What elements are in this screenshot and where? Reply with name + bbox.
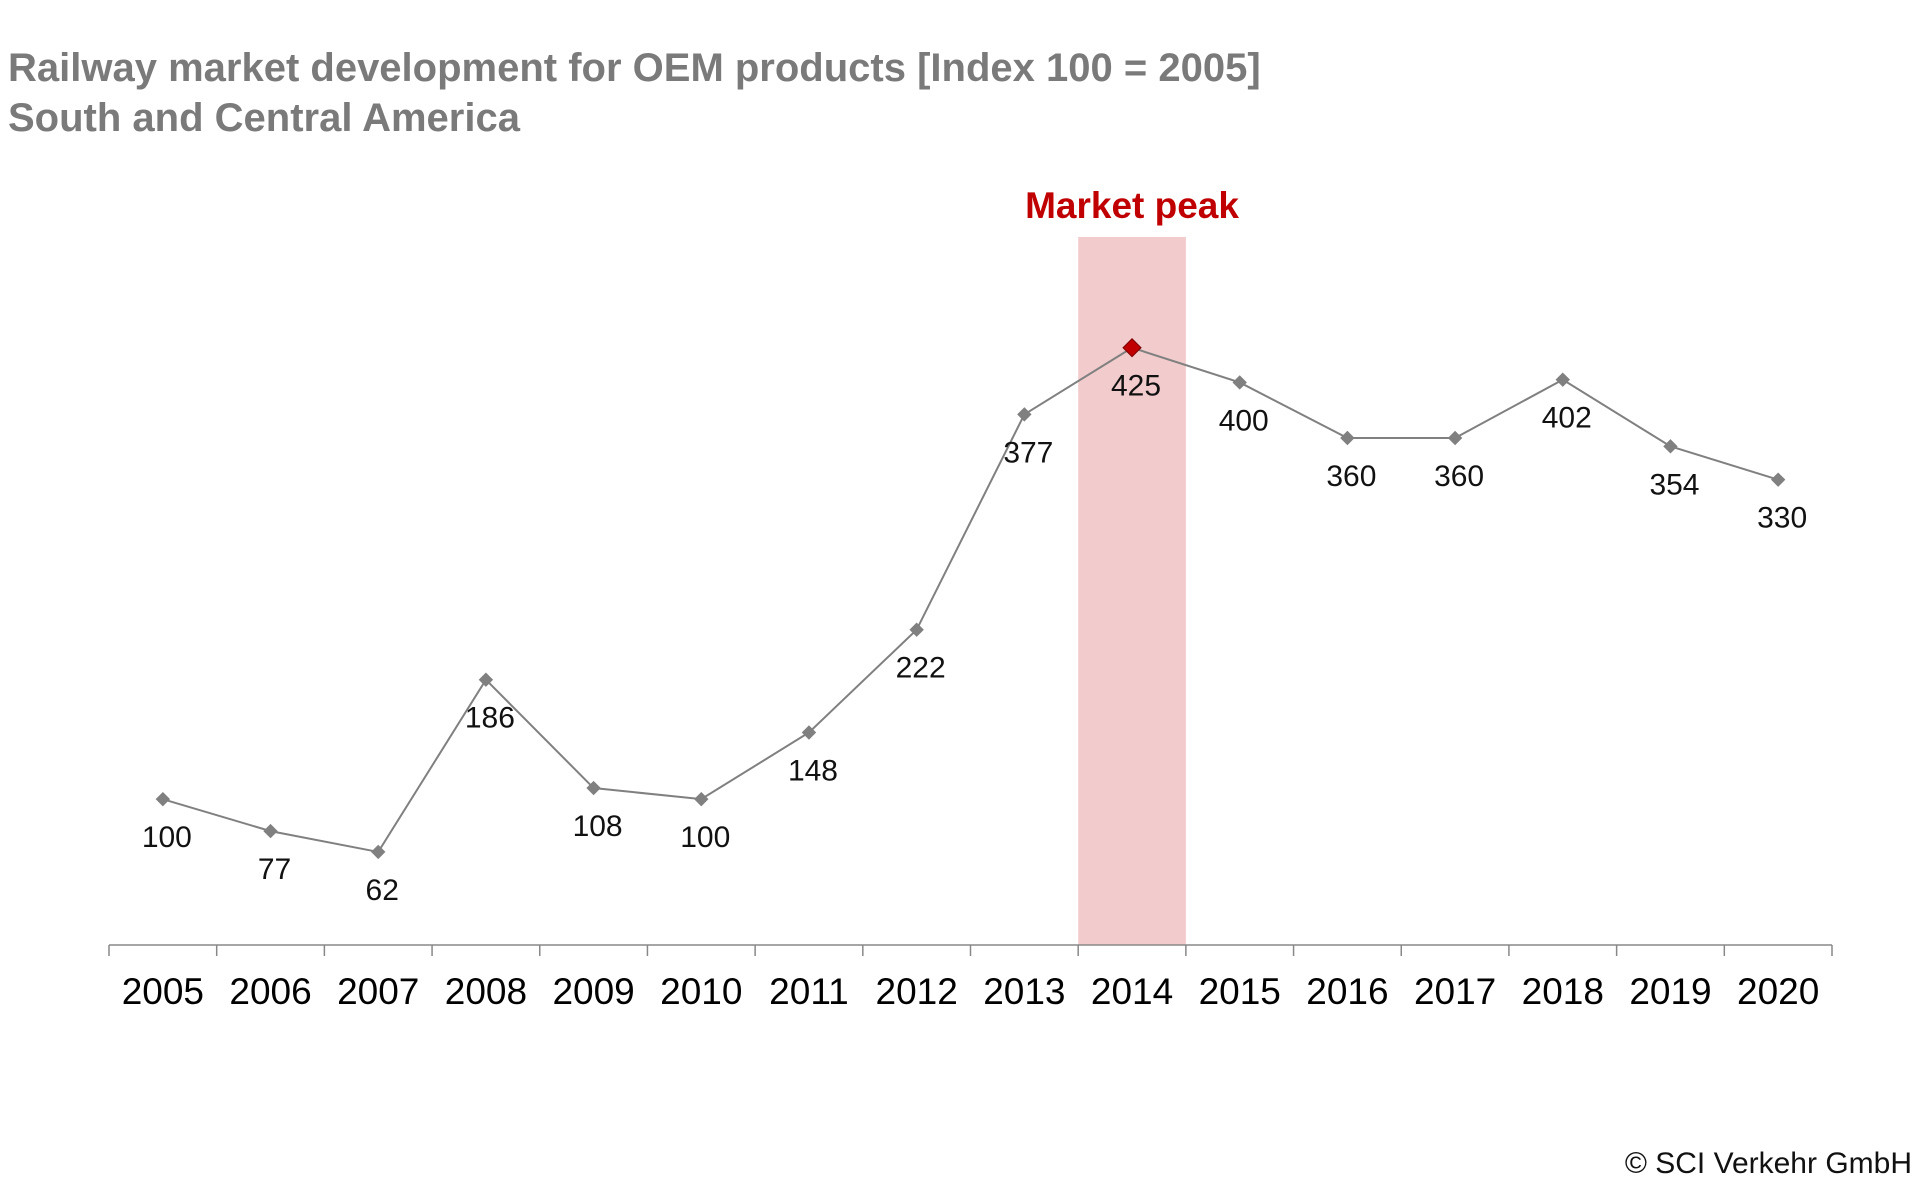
data-label: 377 — [1003, 436, 1053, 469]
data-point — [1232, 375, 1247, 390]
x-tick-label: 2012 — [876, 971, 958, 1012]
data-label: 425 — [1111, 370, 1161, 403]
data-point — [478, 672, 494, 687]
data-point — [801, 725, 817, 740]
data-label: 360 — [1434, 460, 1484, 493]
x-tick-label: 2005 — [122, 971, 204, 1012]
x-tick-label: 2019 — [1629, 971, 1711, 1012]
x-axis-tick-labels: 2005 2006 2007 2008 2009 2010 2011 2012 2013 2014… — [122, 971, 1820, 1012]
data-label: 354 — [1649, 468, 1699, 501]
x-tick-label: 2015 — [1199, 971, 1281, 1012]
x-axis-ticks — [108, 945, 1833, 956]
data-point — [1017, 407, 1032, 422]
x-tick-label: 2018 — [1522, 971, 1604, 1012]
data-point — [586, 780, 601, 796]
copyright-notice: © SCI Verkehr GmbH — [1625, 1147, 1912, 1180]
x-tick-label: 2013 — [983, 971, 1065, 1012]
data-point — [694, 791, 709, 807]
peak-data-point — [1122, 338, 1142, 358]
x-tick-label: 2006 — [229, 971, 311, 1012]
x-tick-label: 2008 — [445, 971, 527, 1012]
series-markers — [155, 338, 1786, 860]
x-tick-label: 2010 — [660, 971, 742, 1012]
data-label: 100 — [680, 821, 730, 854]
data-point — [1770, 472, 1786, 487]
x-tick-label: 2017 — [1414, 971, 1496, 1012]
data-point — [155, 791, 171, 807]
data-labels: 100 77 62 186 108 100 148 222 377 425 400 360 360 402… — [142, 370, 1807, 907]
data-point — [1663, 439, 1678, 454]
x-tick-label: 2016 — [1306, 971, 1388, 1012]
data-point — [1555, 372, 1570, 387]
data-label: 360 — [1326, 460, 1376, 493]
x-tick-label: 2011 — [769, 971, 849, 1012]
data-point — [371, 844, 386, 860]
data-point — [909, 622, 924, 637]
series-line — [162, 346, 1779, 854]
data-label: 222 — [896, 652, 946, 685]
market-peak-label: Market peak — [1025, 185, 1239, 226]
data-label: 100 — [142, 821, 192, 854]
chart-title: Railway market development for OEM produ… — [8, 46, 1261, 90]
data-label: 400 — [1219, 404, 1269, 437]
data-label: 77 — [258, 853, 291, 886]
x-tick-label: 2009 — [552, 971, 634, 1012]
data-label: 330 — [1757, 502, 1807, 535]
data-point — [1447, 430, 1463, 446]
data-label: 108 — [573, 810, 623, 843]
data-label: 186 — [465, 702, 515, 735]
data-label: 148 — [788, 754, 838, 787]
x-tick-label: 2014 — [1091, 971, 1173, 1012]
data-point — [263, 823, 278, 839]
x-tick-label: 2007 — [337, 971, 419, 1012]
data-point — [1340, 430, 1355, 446]
data-label: 402 — [1542, 402, 1592, 435]
data-label: 62 — [366, 874, 399, 907]
x-tick-label: 2020 — [1737, 971, 1819, 1012]
chart-subtitle: South and Central America — [8, 96, 521, 140]
